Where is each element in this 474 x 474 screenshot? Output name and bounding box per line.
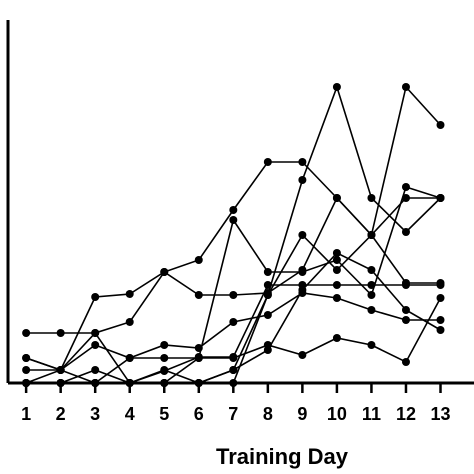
data-point: [56, 366, 65, 374]
x-tick-label: 6: [194, 404, 204, 424]
data-point: [367, 194, 376, 202]
data-point: [229, 366, 238, 374]
series-line: [26, 85, 442, 384]
data-point: [160, 341, 169, 349]
data-point: [436, 316, 445, 324]
data-point: [91, 293, 100, 301]
data-point: [298, 351, 307, 359]
data-point: [194, 256, 203, 264]
data-point: [91, 329, 100, 337]
x-tick-label: 8: [263, 404, 273, 424]
data-point: [436, 194, 445, 202]
data-point: [229, 291, 238, 299]
data-point: [56, 329, 65, 337]
data-point: [160, 379, 169, 387]
data-point: [401, 83, 410, 91]
data-point: [401, 183, 410, 191]
data-point: [436, 279, 445, 287]
x-tick-label: 7: [228, 404, 238, 424]
data-point: [401, 194, 410, 202]
data-point: [22, 354, 31, 362]
data-point: [56, 379, 65, 387]
data-point: [22, 379, 31, 387]
data-point: [229, 318, 238, 326]
x-tick-label: 3: [90, 404, 100, 424]
data-point: [401, 228, 410, 236]
data-point: [332, 281, 341, 289]
data-point: [194, 379, 203, 387]
data-point: [22, 366, 31, 374]
x-axis-label: Training Day: [216, 444, 349, 469]
data-point: [332, 334, 341, 342]
data-point: [332, 83, 341, 91]
x-tick-label: 4: [125, 404, 135, 424]
x-tick-label: 12: [396, 404, 416, 424]
data-point: [125, 354, 134, 362]
data-point: [194, 344, 203, 352]
data-point: [263, 268, 272, 276]
data-point: [298, 286, 307, 294]
data-point: [367, 231, 376, 239]
data-point: [125, 379, 134, 387]
x-tick-label: 13: [430, 404, 450, 424]
data-point: [367, 306, 376, 314]
x-tick-label: 5: [159, 404, 169, 424]
data-point: [298, 231, 307, 239]
x-tick-label: 10: [327, 404, 347, 424]
series-line: [26, 84, 442, 384]
data-point: [263, 158, 272, 166]
x-tick-label: 2: [56, 404, 66, 424]
data-point: [229, 379, 238, 387]
data-point: [367, 266, 376, 274]
data-point: [160, 366, 169, 374]
data-point: [160, 354, 169, 362]
data-point: [436, 326, 445, 334]
data-point: [436, 121, 445, 129]
data-point: [401, 306, 410, 314]
data-point: [298, 176, 307, 184]
data-point: [332, 294, 341, 302]
data-point: [401, 316, 410, 324]
data-point: [263, 291, 272, 299]
data-point: [332, 249, 341, 257]
x-tick-label: 1: [21, 404, 31, 424]
data-point: [91, 379, 100, 387]
data-point: [125, 290, 134, 298]
data-point: [160, 268, 169, 276]
data-point: [298, 268, 307, 276]
data-point: [263, 311, 272, 319]
data-point: [229, 206, 238, 214]
data-point: [194, 291, 203, 299]
data-point: [22, 329, 31, 337]
data-point: [125, 318, 134, 326]
data-point: [229, 354, 238, 362]
x-tick-label: 11: [362, 404, 381, 424]
data-point: [298, 158, 307, 166]
data-point: [91, 366, 100, 374]
data-point: [263, 346, 272, 354]
data-point: [401, 279, 410, 287]
data-point: [367, 291, 376, 299]
data-point: [91, 341, 100, 349]
data-point: [194, 354, 203, 362]
data-point: [332, 194, 341, 202]
data-point: [367, 341, 376, 349]
data-point: [332, 266, 341, 274]
data-point: [332, 256, 341, 264]
data-point: [401, 358, 410, 366]
x-tick-label: 9: [297, 404, 307, 424]
data-point: [436, 294, 445, 302]
data-point: [229, 216, 238, 224]
